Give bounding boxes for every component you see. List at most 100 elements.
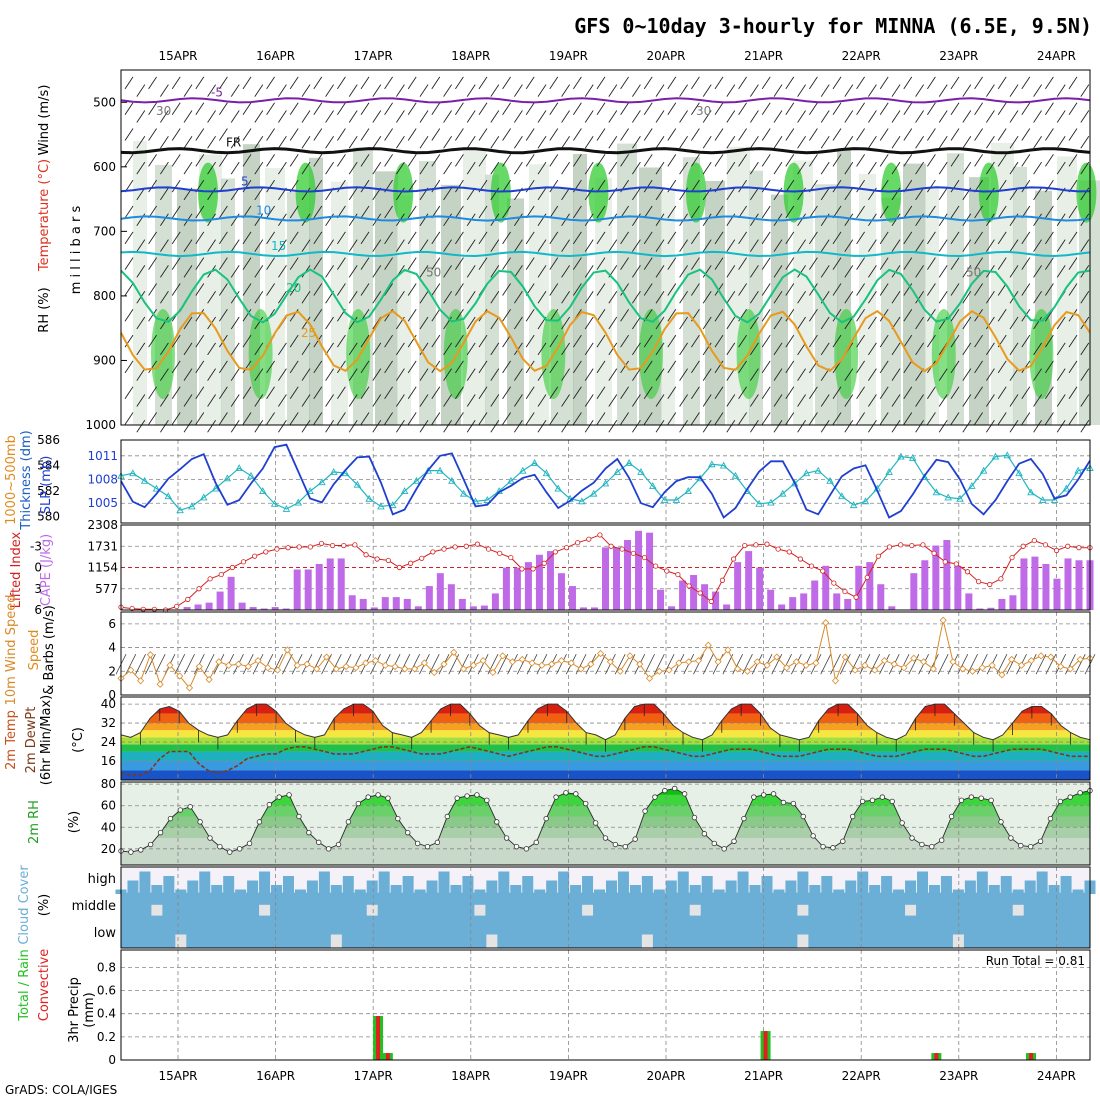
li-point xyxy=(285,545,291,551)
precip-ylabel: 3hr Precip (mm) xyxy=(67,977,97,1043)
cape-bar xyxy=(381,597,389,610)
wind-barb xyxy=(738,128,747,141)
wind-barb xyxy=(171,386,181,399)
wind-barb xyxy=(643,386,653,399)
high-cloud-bar xyxy=(426,880,438,894)
wind-barb xyxy=(997,309,1007,322)
wind-barb xyxy=(761,360,771,374)
wind-barb xyxy=(702,342,712,356)
surface-wind-barb xyxy=(908,653,920,675)
wind-barb xyxy=(1021,231,1031,245)
wind-barb xyxy=(738,179,747,193)
wind-barb xyxy=(431,257,441,270)
wind-speed-point xyxy=(303,660,311,668)
thickness-point xyxy=(826,476,834,484)
rh-ytick: 60 xyxy=(101,799,116,813)
li-ytick: 0 xyxy=(34,561,42,575)
li-point xyxy=(998,576,1004,582)
wind-barb xyxy=(643,154,653,167)
rh-point xyxy=(810,833,816,839)
wind-barb xyxy=(242,102,252,115)
li-point xyxy=(263,549,269,555)
surface-wind-barb xyxy=(624,653,636,675)
wind-barb xyxy=(761,257,771,270)
wind-ylabel-a-line: 10m Wind Speed xyxy=(4,595,19,706)
wind-barb xyxy=(278,265,287,278)
cape-bar xyxy=(954,565,962,610)
wind-barb xyxy=(514,420,523,433)
wind-barb xyxy=(160,239,169,252)
wind-barb xyxy=(809,334,818,348)
wind-barb xyxy=(903,128,913,141)
wind-speed-point xyxy=(988,661,996,669)
wind-barb xyxy=(903,102,913,115)
surface-wind-barb xyxy=(282,653,293,675)
wind-barb xyxy=(490,239,500,252)
li-point xyxy=(374,556,380,562)
wind-barb xyxy=(136,368,146,381)
wind-barb xyxy=(348,239,358,252)
wind-barb xyxy=(1080,394,1090,407)
thickness-point xyxy=(625,459,633,466)
li-point xyxy=(474,541,481,547)
wind-barb xyxy=(596,360,606,374)
wind-barb xyxy=(726,394,736,407)
rh-point xyxy=(385,795,391,801)
wind-barb xyxy=(478,386,488,399)
low-cloud-gap xyxy=(797,934,809,948)
wind-barb xyxy=(797,265,806,278)
surface-wind-barb xyxy=(830,653,841,675)
thickness-point xyxy=(412,476,421,484)
wind-barb xyxy=(785,154,795,167)
wind-barb xyxy=(573,360,582,374)
wind-barb xyxy=(1033,420,1042,433)
wind-barb xyxy=(1033,290,1042,304)
li-line xyxy=(120,534,1090,611)
cape-ylabel-line: CAPE (J/kg) xyxy=(39,534,54,606)
wind-barb xyxy=(242,334,252,348)
rh-point xyxy=(741,815,747,822)
wind-barb xyxy=(219,386,228,399)
wind-speed-point xyxy=(939,616,947,624)
wind-barb xyxy=(1068,309,1078,322)
wind-barb xyxy=(490,84,500,97)
high-cloud-bar xyxy=(510,885,522,894)
wind-barb xyxy=(1080,342,1090,356)
wind-barb xyxy=(537,368,547,381)
wind-barb xyxy=(466,290,476,304)
wind-barb xyxy=(478,231,488,245)
precip-convective-bar xyxy=(376,1016,381,1060)
wind-barb xyxy=(714,205,724,219)
wind-barb xyxy=(466,239,476,252)
wind-barb xyxy=(573,283,582,296)
li-point xyxy=(964,569,971,575)
temp-ytick: 24 xyxy=(101,735,116,749)
high-cloud-bar xyxy=(199,871,211,894)
li-point xyxy=(352,542,358,548)
wind-barb xyxy=(549,386,559,399)
li-point xyxy=(742,542,748,549)
wind-barb xyxy=(537,136,547,149)
thickness-point xyxy=(932,488,941,496)
wind-barb xyxy=(1080,161,1090,175)
high-cloud-bar xyxy=(653,889,665,894)
thickness-point xyxy=(802,469,811,477)
rh-point xyxy=(1077,790,1083,796)
wind-barb xyxy=(655,239,665,252)
temp-ylabel-c-line: (°C) xyxy=(71,727,86,753)
wind-barb xyxy=(384,334,393,348)
wind-barb xyxy=(750,316,759,330)
rh-point xyxy=(780,799,787,806)
wind-speed-point xyxy=(1008,655,1016,663)
li-point xyxy=(875,553,881,559)
profile-ylabel-pressure-line: m i l l i b a r s xyxy=(69,206,84,295)
surface-wind-barb xyxy=(996,653,1008,675)
wind-barb xyxy=(478,257,488,270)
high-cloud-bar xyxy=(713,889,725,894)
wind-barb xyxy=(573,205,582,219)
thickness-point xyxy=(247,471,255,479)
rh-shading-band xyxy=(419,161,436,425)
precip-ytick: 0.4 xyxy=(97,1007,116,1021)
wind-barb xyxy=(160,187,169,201)
high-cloud-bar xyxy=(582,876,594,894)
